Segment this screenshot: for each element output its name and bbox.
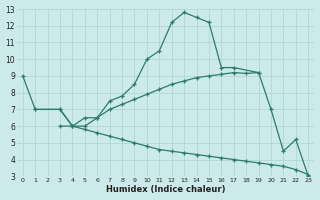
X-axis label: Humidex (Indice chaleur): Humidex (Indice chaleur) bbox=[106, 185, 225, 194]
